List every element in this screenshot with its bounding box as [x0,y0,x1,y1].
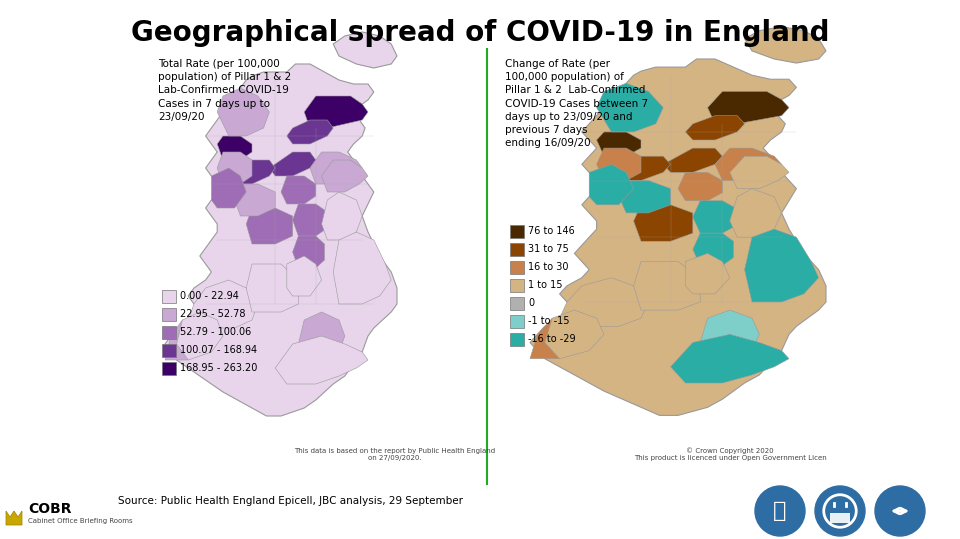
Circle shape [755,486,805,536]
Polygon shape [322,160,368,192]
Polygon shape [188,280,258,336]
Text: 52.79 - 100.06: 52.79 - 100.06 [180,327,252,337]
Text: 76 to 146: 76 to 146 [528,226,575,236]
Polygon shape [596,148,641,181]
Bar [510,333,524,346]
Bar [510,315,524,328]
Bar [510,261,524,274]
Polygon shape [217,152,252,184]
Text: Change of Rate (per
100,000 population) of
Pillar 1 & 2  Lab-Confirmed
COVID-19 : Change of Rate (per 100,000 population) … [505,59,648,148]
Polygon shape [310,152,362,184]
Polygon shape [708,92,789,124]
Polygon shape [299,312,345,360]
Text: -1 to -15: -1 to -15 [528,316,569,326]
Text: 0: 0 [528,298,534,308]
Polygon shape [293,236,324,268]
Polygon shape [730,156,789,189]
Bar [162,362,176,375]
Bar [830,513,850,523]
Bar [510,279,524,292]
Polygon shape [276,336,368,384]
Polygon shape [333,32,397,68]
Polygon shape [177,312,223,360]
Polygon shape [530,59,826,416]
Text: 22.95 - 52.78: 22.95 - 52.78 [180,309,246,319]
Text: ✋: ✋ [774,501,786,521]
Circle shape [815,486,865,536]
Text: 168.95 - 263.20: 168.95 - 263.20 [180,363,257,373]
Text: Cabinet Office Briefing Rooms: Cabinet Office Briefing Rooms [28,518,132,524]
Text: This data is based on the report by Public Health England
on 27/09/2020.: This data is based on the report by Publ… [295,448,495,461]
Bar [162,308,176,321]
Polygon shape [693,201,737,233]
Polygon shape [530,318,574,358]
Polygon shape [293,204,327,236]
Text: Total Rate (per 100,000
population) of Pillar 1 & 2
Lab-Confirmed COVID-19
Cases: Total Rate (per 100,000 population) of P… [158,59,291,122]
Polygon shape [671,334,789,383]
Polygon shape [6,511,22,525]
Text: -16 to -29: -16 to -29 [528,334,576,344]
Polygon shape [287,120,333,144]
Text: COBR: COBR [28,502,71,516]
Polygon shape [685,116,745,140]
Bar [510,225,524,238]
Polygon shape [634,261,700,310]
Polygon shape [596,132,641,156]
Polygon shape [228,160,276,184]
Text: 0.00 - 22.94: 0.00 - 22.94 [180,291,239,301]
Text: Source: Public Health England Epicell, JBC analysis, 29 September: Source: Public Health England Epicell, J… [118,496,463,506]
Text: Geographical spread of COVID-19 in England: Geographical spread of COVID-19 in Engla… [131,19,829,47]
Polygon shape [234,184,276,216]
Polygon shape [165,64,397,416]
Polygon shape [715,148,781,181]
Text: © Crown Copyright 2020
This product is licenced under Open Government Licen: © Crown Copyright 2020 This product is l… [634,447,827,461]
Text: 16 to 30: 16 to 30 [528,262,568,272]
Bar [510,243,524,256]
Polygon shape [217,88,270,136]
Polygon shape [745,229,819,302]
Polygon shape [270,152,316,176]
Polygon shape [281,176,316,204]
Bar [162,344,176,357]
Polygon shape [560,278,648,334]
Polygon shape [685,253,730,294]
Polygon shape [246,264,299,312]
Polygon shape [619,181,671,213]
Bar [162,326,176,339]
Polygon shape [730,189,781,237]
Polygon shape [304,96,368,128]
Circle shape [875,486,925,536]
Polygon shape [246,208,293,244]
Text: 31 to 75: 31 to 75 [528,244,568,254]
Polygon shape [544,310,604,358]
Polygon shape [693,233,733,266]
Polygon shape [287,256,322,296]
Polygon shape [596,84,663,132]
Polygon shape [663,148,722,172]
Polygon shape [589,164,634,205]
Text: 1 to 15: 1 to 15 [528,280,563,290]
Text: 100.07 - 168.94: 100.07 - 168.94 [180,345,257,355]
Polygon shape [333,232,392,304]
Polygon shape [211,168,246,208]
Polygon shape [745,26,826,63]
Polygon shape [678,172,722,201]
Polygon shape [700,310,759,358]
Polygon shape [634,205,693,241]
Polygon shape [322,192,362,240]
Polygon shape [165,320,200,360]
Bar [510,297,524,310]
Bar [162,290,176,303]
Polygon shape [217,136,252,160]
Polygon shape [612,156,671,181]
